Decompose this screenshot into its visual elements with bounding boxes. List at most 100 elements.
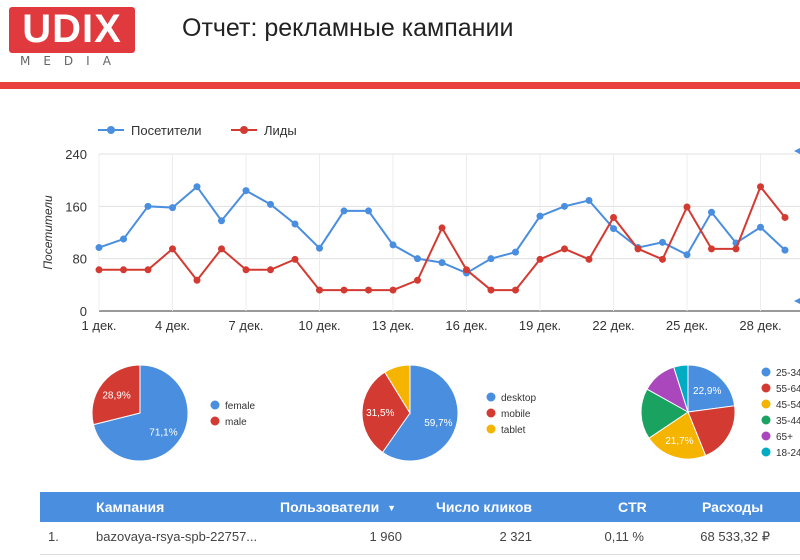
y-tick-label: 80 [73,252,87,267]
legend-marker [240,126,248,134]
column-header-campaign[interactable]: Кампания [96,499,165,515]
legend-label: 65+ [776,432,793,443]
data-point [634,245,642,253]
data-point [242,187,250,195]
data-point [95,266,103,274]
legend-marker [210,416,220,426]
data-point [193,183,201,191]
data-point [316,286,323,294]
column-header-clicks[interactable]: Число кликов [436,499,533,515]
data-point [218,217,225,225]
legend-marker [486,392,496,402]
data-point [487,255,495,263]
data-point [463,266,470,274]
legend-marker [761,431,771,441]
data-point [610,213,617,221]
data-point [169,204,176,212]
row-number: 1. [48,529,59,544]
table-row[interactable]: 1. bazovaya-rsya-spb-22757... 1 960 2 32… [40,522,800,555]
logo [9,7,135,53]
data-point [438,224,446,232]
data-point [267,200,274,208]
legend-label: Посетители [131,123,202,138]
data-point [291,255,299,263]
data-point [144,266,152,274]
y-tick-label: 160 [65,199,87,214]
pie-slice [648,411,707,460]
header-divider [0,82,800,89]
pie-slice [92,364,189,462]
age-pie-chart: 22,9% 21,7% 25-34 55-64 45-54 35-44 65+ 18-24 [640,364,800,460]
column-header-ctr[interactable]: CTR [618,499,647,515]
data-point [120,266,127,274]
chart-series [95,148,800,304]
cell-users: 1 960 [369,529,402,544]
line-chart: Посетители Лиды 1 дек. 4 дек. 7 дек. 10 дек.… [41,123,800,333]
pie-slice [687,364,736,413]
table-header: Кампания Пользователи ▼ Число кликов CTR… [40,492,800,522]
legend-label: mobile [501,409,531,420]
cell-clicks: 2 321 [499,529,532,544]
data-point [438,259,446,267]
data-point [610,225,617,233]
data-point [414,276,421,284]
data-point [218,245,225,253]
sort-down-icon[interactable]: ▼ [387,503,397,514]
data-point [561,245,568,253]
pie-value-label: 28,9% [102,391,130,402]
data-point [389,241,397,249]
data-point [487,286,495,294]
chart-grid [98,153,800,312]
data-point [585,196,593,204]
legend-label: Лиды [264,123,297,138]
x-tick-label: 10 дек. [298,318,340,333]
page-title: Отчет: рекламные кампании [182,14,514,42]
data-point [340,207,348,215]
data-point [316,244,323,252]
data-point [708,245,715,253]
data-point [683,203,691,211]
cell-ctr: 0,11 % [604,529,644,544]
gender-pie-chart: 71,1% 28,9% female male [91,364,255,462]
data-point [95,244,103,252]
y-axis: 0 80 160 240 Посетители [41,147,87,319]
column-header-cost[interactable]: Расходы [702,499,764,515]
x-tick-label: 16 дек. [445,318,487,333]
data-point [683,251,691,259]
data-point [193,276,201,284]
legend-label: 55-64 [776,384,800,395]
legend-label: desktop [501,393,536,404]
pie-slice [640,388,689,439]
legend-label: 35-44 [776,416,800,427]
logo-text: UDIX [22,7,122,51]
x-tick-label: 13 дек. [372,318,414,333]
data-point [414,255,421,263]
pie-slice [91,364,141,426]
legend-marker [210,400,220,410]
scroll-right-icon [794,148,800,154]
data-point [536,212,544,220]
legend-marker [761,415,771,425]
chart-legend: Посетители Лиды [98,123,297,138]
data-point [708,208,715,216]
legend-label: female [225,401,255,412]
legend-marker [761,367,771,377]
data-point [659,238,666,246]
pie-value-label: 22,9% [693,386,721,397]
cell-campaign: bazovaya-rsya-spb-22757... [96,529,258,544]
scroll-right-icon [794,298,800,304]
pie-slice [384,364,411,415]
data-point [291,220,299,228]
data-point [536,255,544,263]
data-point [242,266,250,274]
legend-label: tablet [501,425,526,436]
legend-marker [486,424,496,434]
data-point [757,223,764,231]
y-tick-label: 240 [65,147,87,162]
pie-value-label: 71,1% [149,427,177,438]
pie-value-label: 31,5% [366,408,394,419]
cell-cost: 68 533,32 ₽ [700,529,770,544]
column-header-users[interactable]: Пользователи ▼ [280,492,396,523]
pie-value-label: 59,7% [424,418,452,429]
legend-label: 25-34 [776,368,800,379]
